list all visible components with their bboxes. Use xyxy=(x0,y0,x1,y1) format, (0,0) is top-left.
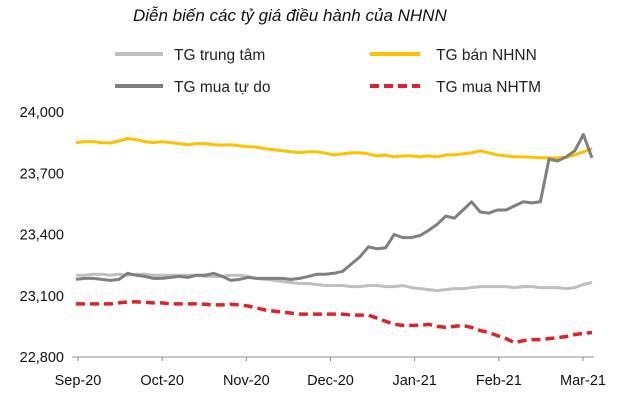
y-tick-label: 23,100 xyxy=(20,289,64,305)
legend-label-tg-ban-nhnn: TG bán NHNN xyxy=(436,47,537,64)
legend-label-tg-mua-nhtm: TG mua NHTM xyxy=(436,79,541,96)
x-axis-ticks: Sep-20 Oct-20 Nov-20 Dec-20 Jan-21 Feb-21 Mar-… xyxy=(55,357,606,389)
series-line-tg-trung-tam xyxy=(76,272,593,293)
legend-item-tg-trung-tam: TG trung tâm xyxy=(115,47,265,64)
y-axis-ticks: 24,000 23,700 23,400 23,100 22,800 xyxy=(20,105,64,366)
x-tick-label: Sep-20 xyxy=(55,373,102,389)
x-tick-label: Dec-20 xyxy=(307,373,354,389)
y-tick-label: 24,000 xyxy=(20,105,64,121)
series-lines xyxy=(75,133,594,345)
legend-item-tg-mua-tu-do: TG mua tự do xyxy=(115,79,271,96)
x-tick-label: Mar-21 xyxy=(560,373,606,389)
series-line-tg-ban-nhnn xyxy=(75,137,593,160)
y-tick-label: 23,400 xyxy=(20,228,64,244)
legend-label-tg-trung-tam: TG trung tâm xyxy=(174,47,265,64)
series-line-tg-mua-nhtm xyxy=(76,300,593,345)
chart-title: Diễn biến các tỷ giá điều hành của NHNN xyxy=(133,6,447,25)
series-line-tg-mua-tu-do xyxy=(75,133,594,282)
legend: TG trung tâm TG bán NHNN TG mua tự do TG… xyxy=(115,47,541,96)
y-tick-label: 22,800 xyxy=(20,350,64,366)
x-tick-label: Nov-20 xyxy=(223,373,270,389)
x-tick-label: Feb-21 xyxy=(476,373,522,389)
y-tick-label: 23,700 xyxy=(20,166,64,182)
legend-label-tg-mua-tu-do: TG mua tự do xyxy=(174,79,271,96)
legend-item-tg-mua-nhtm: TG mua NHTM xyxy=(370,79,541,96)
x-tick-label: Jan-21 xyxy=(392,373,436,389)
legend-item-tg-ban-nhnn: TG bán NHNN xyxy=(370,47,537,64)
x-tick-label: Oct-20 xyxy=(140,373,184,389)
